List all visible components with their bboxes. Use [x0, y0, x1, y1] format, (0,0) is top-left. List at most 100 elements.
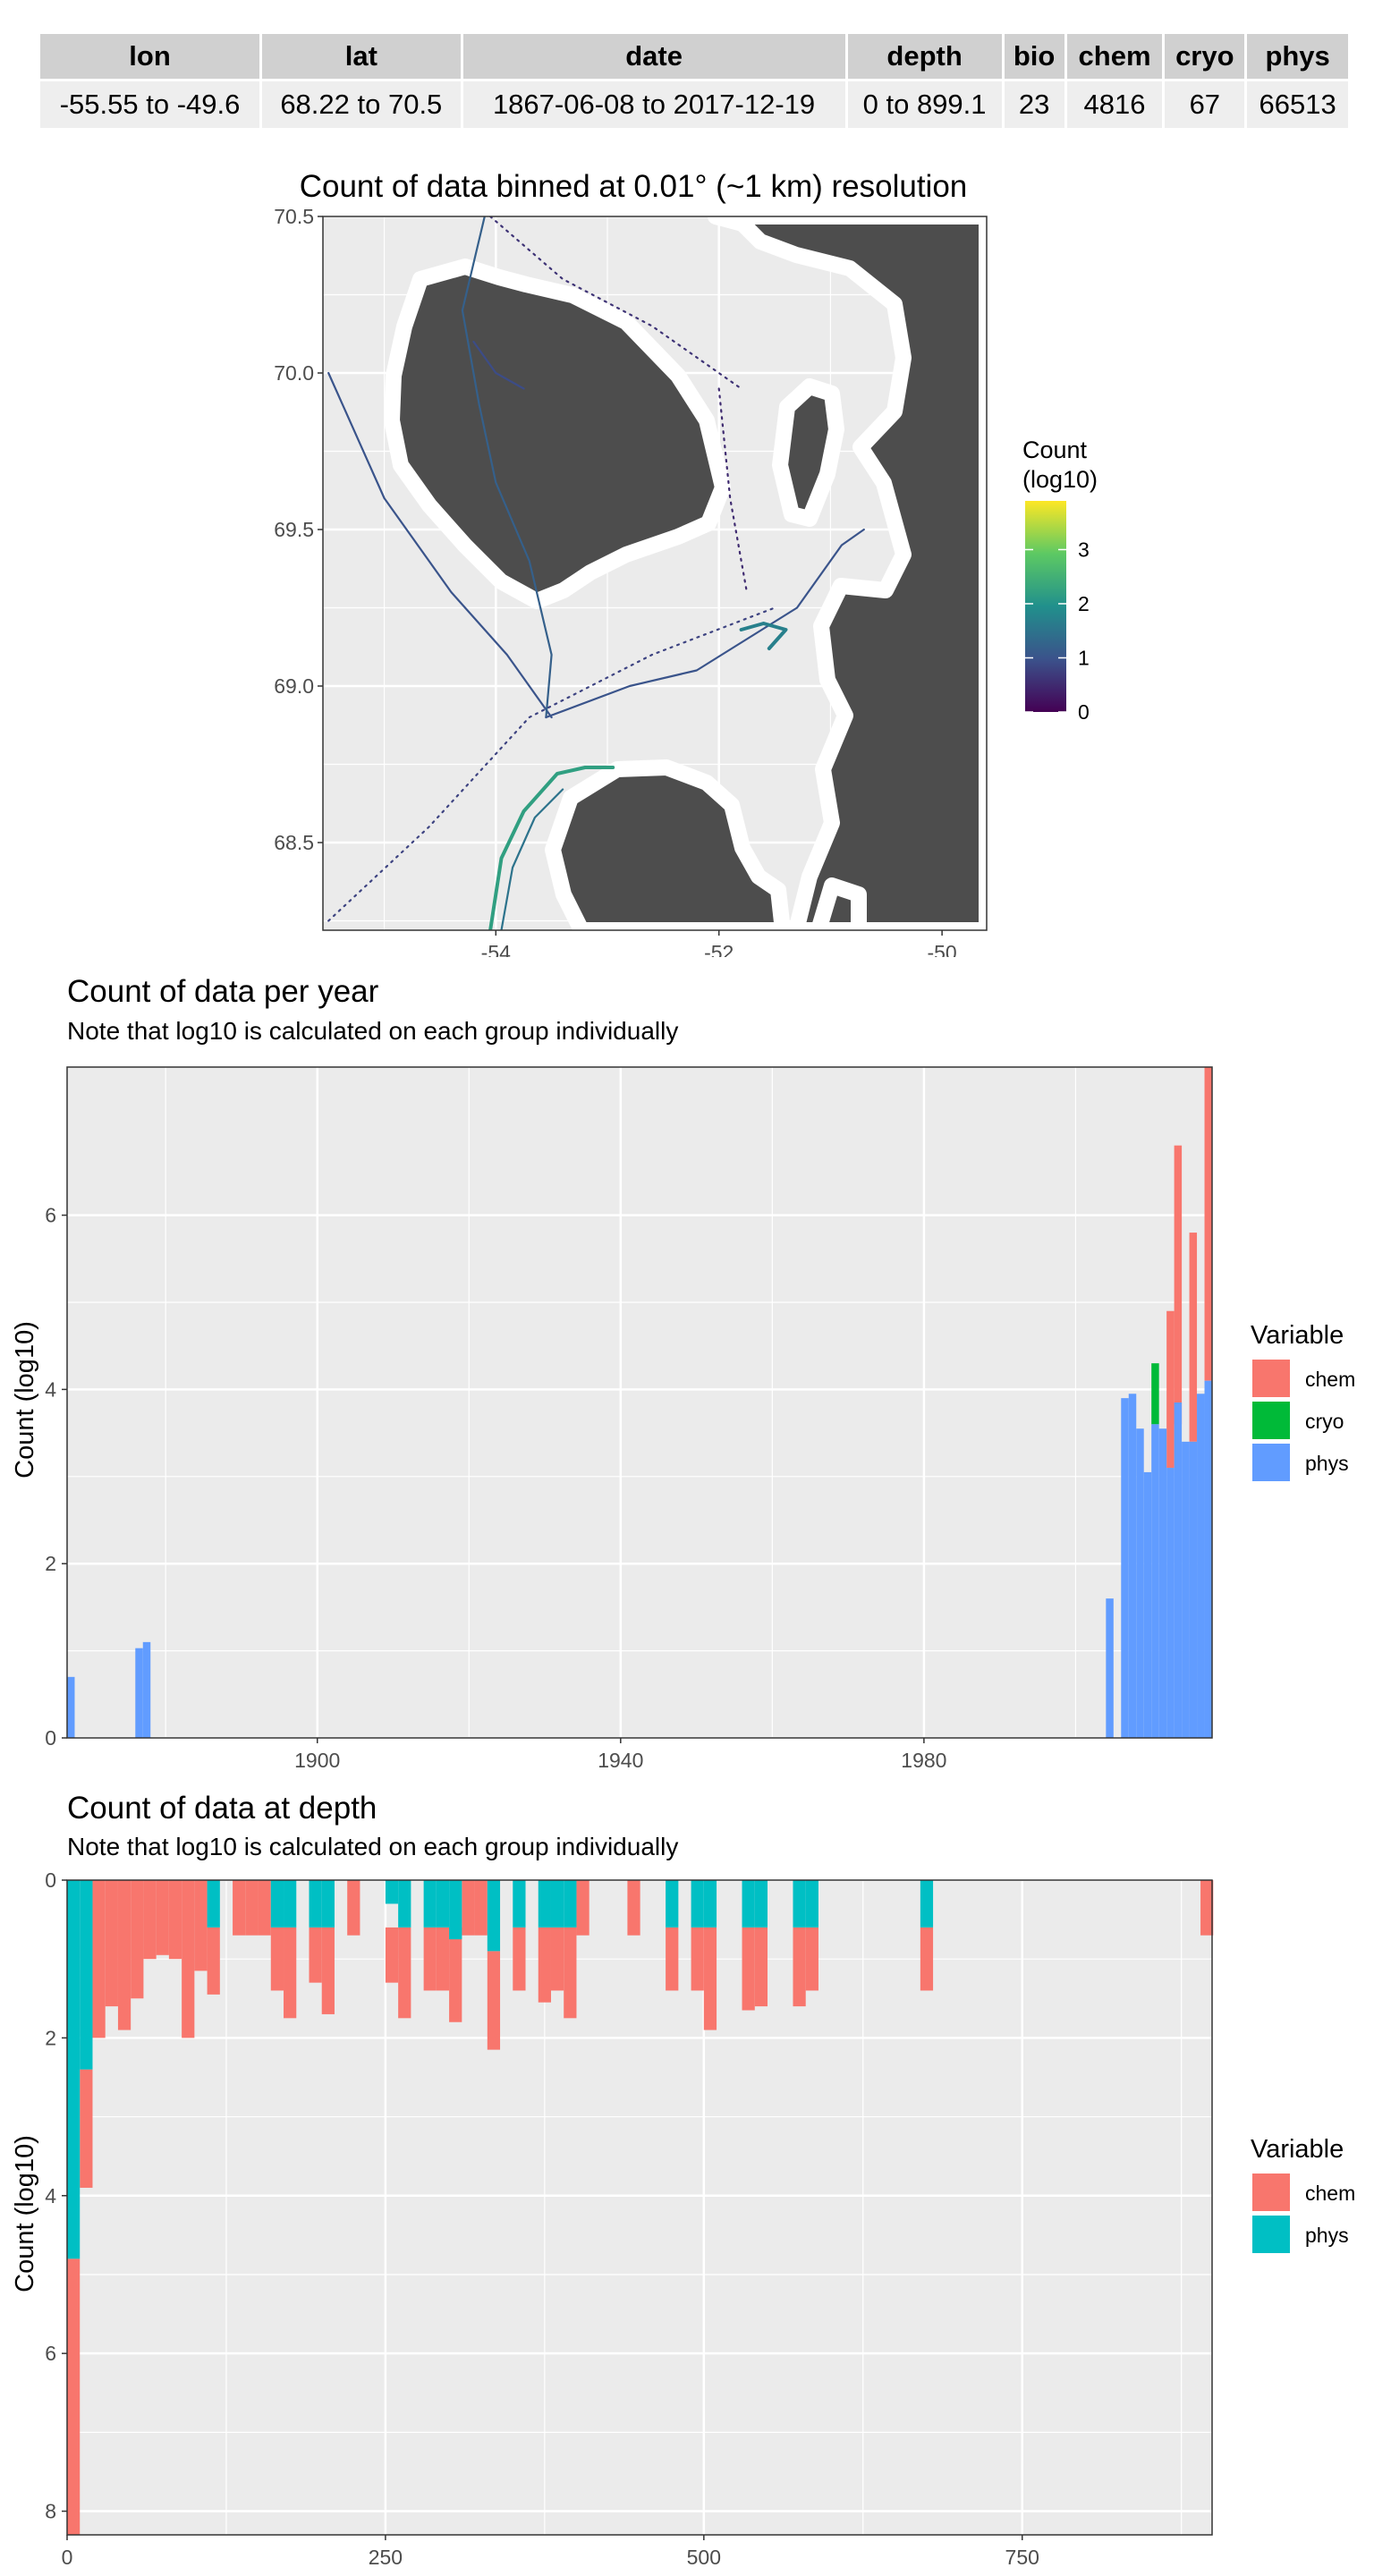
phys-bar [385, 1880, 399, 1904]
chem-bar [156, 1880, 169, 1955]
chem-bar [627, 1880, 640, 1936]
chem-bar [436, 1927, 450, 1991]
chem-bar [309, 1927, 322, 1983]
chem-bar [805, 1927, 818, 1991]
map-track [717, 387, 748, 594]
chem-bar [513, 1927, 526, 1991]
phys-bar [666, 1880, 679, 1928]
value-depth: 0 to 899.1 [847, 81, 1002, 128]
chem-bar [793, 1927, 806, 2007]
x-tick-label: 1980 [901, 1749, 946, 1772]
legend-label-chem: chem [1305, 1368, 1355, 1391]
year-subtitle: Note that log10 is calculated on each gr… [67, 1017, 678, 1045]
year-legend: Variable chem cryo phys [1251, 1321, 1355, 1481]
phys-bar [436, 1880, 450, 1928]
land-east-south [810, 877, 867, 930]
phys-bar [284, 1880, 297, 1928]
chem-bar [143, 1880, 157, 1960]
chem-bar [449, 1927, 462, 2022]
legend-key-phys [1252, 2216, 1290, 2253]
phys-bar [1197, 1394, 1205, 1738]
year-title: Count of data per year [67, 974, 379, 1009]
phys-bar [550, 1880, 564, 1928]
header-lon: lon [40, 34, 260, 81]
phys-bar [207, 1880, 220, 1928]
y-tick-label: 4 [45, 1377, 56, 1401]
depth-axes: 0 2 4 6 8 0 250 500 750 [45, 1868, 1039, 2567]
chem-bar [168, 1880, 182, 1960]
phys-bar [1151, 1424, 1159, 1738]
x-tick-label: 1900 [294, 1749, 340, 1772]
map-colorbar [1025, 501, 1066, 712]
phys-bar [538, 1880, 551, 1928]
cryo-bar [1151, 1363, 1159, 1425]
map-y-axis: 70.5 70.0 69.5 69.0 68.5 [274, 205, 323, 854]
year-histogram: Count of data per year Note that log10 i… [11, 974, 1355, 1772]
phys-bar [398, 1880, 411, 1928]
phys-bar [1174, 1402, 1183, 1738]
chem-bar [703, 1927, 717, 2030]
chem-bar [1166, 1310, 1175, 1469]
x-tick-label: 250 [369, 2546, 403, 2567]
chem-bar [258, 1880, 271, 1936]
header-chem: chem [1066, 34, 1163, 81]
phys-bar [1166, 1468, 1175, 1738]
y-tick-label: 2 [45, 2026, 56, 2049]
chem-bar [67, 2258, 81, 2535]
phys-bar [513, 1880, 526, 1928]
chem-bar [550, 1927, 564, 1991]
chem-bar [538, 1927, 551, 2003]
map-track [472, 340, 525, 390]
year-panel-background [67, 1067, 1212, 1738]
year-bars [67, 1067, 1212, 1738]
phys-bar [1204, 1380, 1212, 1738]
map-y-tick-label: 69.0 [274, 674, 314, 698]
land-small-island [772, 378, 844, 527]
chem-bar [131, 1880, 144, 1999]
depth-title: Count of data at depth [67, 1791, 377, 1826]
chem-bar [182, 1880, 195, 2038]
land-northeast [708, 216, 987, 930]
phys-bar [1158, 1428, 1167, 1738]
chem-bar [270, 1927, 284, 1991]
chem-bar [1174, 1145, 1183, 1425]
value-cryo: 67 [1165, 81, 1245, 128]
value-phys: 66513 [1247, 81, 1348, 128]
legend-label-chem: chem [1305, 2182, 1355, 2205]
chem-bar [194, 1880, 208, 1971]
y-tick-label: 6 [45, 1204, 56, 1227]
chem-bar [474, 1880, 488, 1936]
map-colorbar-tick-label: 3 [1078, 538, 1090, 561]
phys-bar [805, 1880, 818, 1928]
map-y-tick-label: 69.5 [274, 518, 314, 541]
summary-table: lon lat date depth bio chem cryo phys -5… [38, 34, 1351, 128]
legend-key-chem [1252, 1360, 1290, 1397]
map-y-tick-label: 70.5 [274, 205, 314, 228]
x-tick-label: 750 [1005, 2546, 1039, 2567]
phys-bar [487, 1880, 501, 1952]
header-depth: depth [847, 34, 1002, 81]
chem-bar [347, 1880, 360, 1936]
y-tick-label: 0 [45, 1868, 56, 1892]
depth-panel-background [67, 1880, 1212, 2535]
map-colorbar-legend: Count (log10) 3 2 1 0 [1022, 436, 1098, 724]
y-tick-label: 4 [45, 2184, 56, 2207]
depth-y-axis-label: Count (log10) [11, 2135, 39, 2292]
phys-bar [309, 1880, 322, 1928]
phys-bar [920, 1880, 934, 1928]
phys-bar [1143, 1471, 1152, 1738]
depth-bars [67, 1880, 1214, 2535]
chem-bar [321, 1927, 335, 2014]
chem-bar [754, 1927, 768, 2007]
land-masses [384, 216, 987, 930]
phys-bar [1136, 1428, 1144, 1738]
chem-bar [666, 1927, 679, 1991]
chem-bar [92, 1880, 106, 2038]
phys-bar [67, 1880, 81, 2259]
map-legend-title-line-1: Count [1022, 436, 1088, 463]
chem-bar [920, 1927, 934, 1991]
legend-label-cryo: cryo [1305, 1410, 1344, 1433]
chem-bar [80, 2069, 93, 2188]
chem-bar [1204, 1067, 1212, 1381]
year-axes: 0 2 4 6 1900 1940 1980 [45, 1204, 946, 1772]
